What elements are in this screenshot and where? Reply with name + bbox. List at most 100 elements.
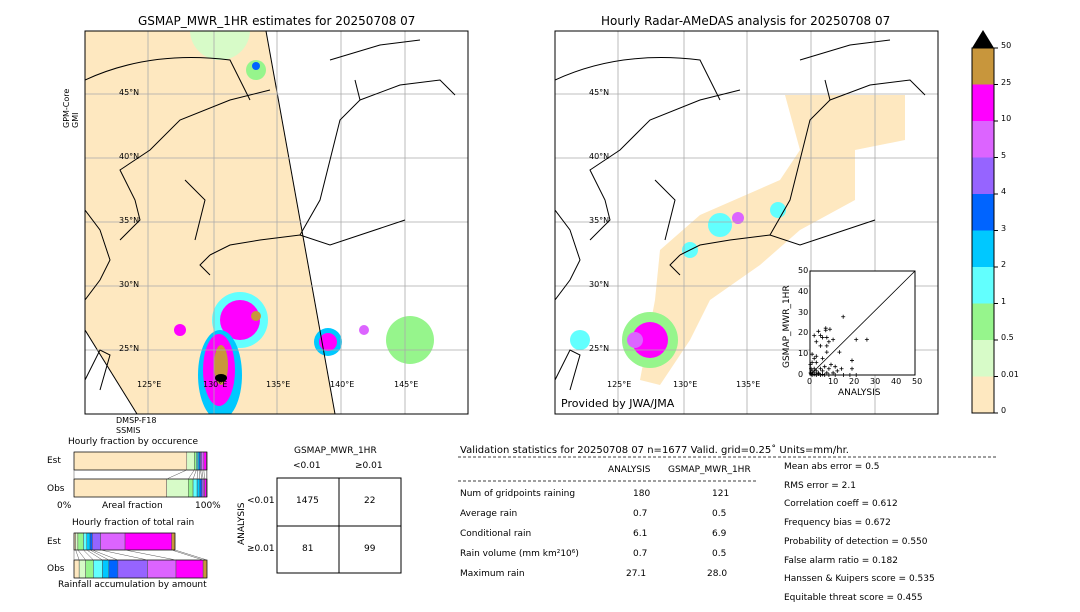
rain-cell <box>478 200 522 244</box>
colorbar-segment <box>972 230 994 267</box>
lat-label: 40°N <box>119 152 140 161</box>
colorbar-tick-label: 4 <box>1001 187 1007 196</box>
stats-row-g: 121 <box>712 489 730 499</box>
credit: Provided by JWA/JMA <box>561 397 675 410</box>
x-tick-label: 20 <box>849 377 860 386</box>
scatter-point <box>816 371 821 376</box>
scatter-ylabel: GSMAP_MWR_1HR <box>782 285 792 368</box>
colorbar-tick-label: 5 <box>1001 150 1007 160</box>
occ-xtick-left: 0% <box>57 501 72 511</box>
lat-label: 45°N <box>119 88 140 97</box>
colorbar-segment <box>972 121 994 158</box>
stats-row-label: Maximum rain <box>460 569 525 579</box>
scatter-point <box>810 373 815 377</box>
bar-segment <box>147 559 177 579</box>
coastline <box>799 39 891 61</box>
connector-line <box>200 469 203 480</box>
bar-segment <box>85 559 94 579</box>
bottom-sensor-1: DMSP-F18 <box>116 416 157 425</box>
bar-segment <box>92 532 101 551</box>
stats-row-a: 6.1 <box>633 529 648 539</box>
x-tick-label: 40 <box>891 377 902 386</box>
rain-cell <box>220 300 260 340</box>
stats-row-g: 6.9 <box>712 529 727 539</box>
cont-row-title: ANALYSIS <box>237 502 247 545</box>
stats-row-label: Conditional rain <box>460 529 532 539</box>
scatter-point <box>818 333 823 338</box>
scatter-point <box>814 354 819 359</box>
contingency-table <box>276 477 402 574</box>
scatter-point <box>814 360 819 365</box>
connector-line <box>100 549 148 561</box>
scatter-point <box>820 368 825 373</box>
scatter-point <box>820 335 825 340</box>
lat-label: 25°N <box>119 344 140 353</box>
occ-obs-label: Obs <box>47 484 65 494</box>
colorbar-segment <box>972 267 994 304</box>
coastline <box>85 209 111 301</box>
occ-xtick-right: 100% <box>195 501 221 511</box>
right-map-frame <box>554 30 939 415</box>
lat-label: 35°N <box>589 216 610 225</box>
coastline <box>769 79 831 236</box>
scatter-point <box>833 364 838 369</box>
stats-row-label: Num of gridpoints raining <box>460 489 576 499</box>
scatter-point <box>850 358 854 363</box>
connector-line <box>166 469 187 480</box>
lat-label: 35°N <box>119 216 140 225</box>
stats-row-g: 0.5 <box>712 549 727 559</box>
scatter-point <box>841 314 846 319</box>
bar-segment <box>196 478 201 498</box>
connector-line <box>188 469 195 480</box>
scatter-point <box>812 372 817 377</box>
scatter-point <box>810 368 815 373</box>
connector-line <box>75 549 80 561</box>
scatter-point <box>818 373 823 377</box>
x-tick-label: 50 <box>912 377 923 386</box>
connector-line <box>198 469 201 480</box>
colorbar-extend-arrow <box>972 30 994 48</box>
stats-score: Hanssen & Kuipers score = 0.535 <box>784 574 935 585</box>
one-to-one-line <box>809 270 916 376</box>
right-map <box>554 30 939 415</box>
stats-row-a: 0.7 <box>633 549 648 559</box>
stats-row-a: 180 <box>633 489 651 499</box>
colorbar-tick-label: 0.5 <box>1001 333 1014 342</box>
y-tick-label: 0 <box>798 370 804 379</box>
connector-line <box>192 469 197 480</box>
bar-segment <box>171 532 176 551</box>
rain-xlabel: Rainfall accumulation by amount <box>58 580 207 590</box>
scatter-point <box>824 343 829 348</box>
lon-label: 130°E <box>673 380 698 389</box>
bar-segment <box>186 451 195 471</box>
scatter-point <box>826 366 831 371</box>
occ-title: Hourly fraction by occurence <box>68 437 199 447</box>
scatter-point <box>826 339 831 344</box>
bar-segment <box>166 478 189 498</box>
rain-cell <box>251 311 261 321</box>
colorbar-segment <box>972 194 994 231</box>
bar-segment <box>203 451 207 471</box>
left-map-frame <box>84 30 469 415</box>
scatter-point <box>820 372 825 377</box>
scatter-point <box>816 329 821 334</box>
scatter-point <box>864 337 869 342</box>
right-map-title: Hourly Radar-AMeDAS analysis for 2025070… <box>601 14 891 28</box>
colorbar-segment <box>972 48 994 85</box>
lat-label: 25°N <box>589 344 610 353</box>
scatter-point <box>824 350 829 355</box>
connector-line <box>196 469 198 480</box>
coastline <box>199 254 211 276</box>
colorbar-segment <box>972 84 994 121</box>
connector-line <box>86 549 103 561</box>
cont-col-0: <0.01 <box>293 461 321 471</box>
coastline <box>119 89 271 241</box>
scatter-point <box>814 368 819 373</box>
bar-segment <box>89 532 93 551</box>
scatter-point <box>829 362 833 367</box>
x-tick-label: 30 <box>870 377 881 386</box>
bar-segment <box>202 559 208 579</box>
bar-segment <box>102 559 110 579</box>
connector-line <box>83 549 94 561</box>
rain-cell <box>632 322 668 358</box>
